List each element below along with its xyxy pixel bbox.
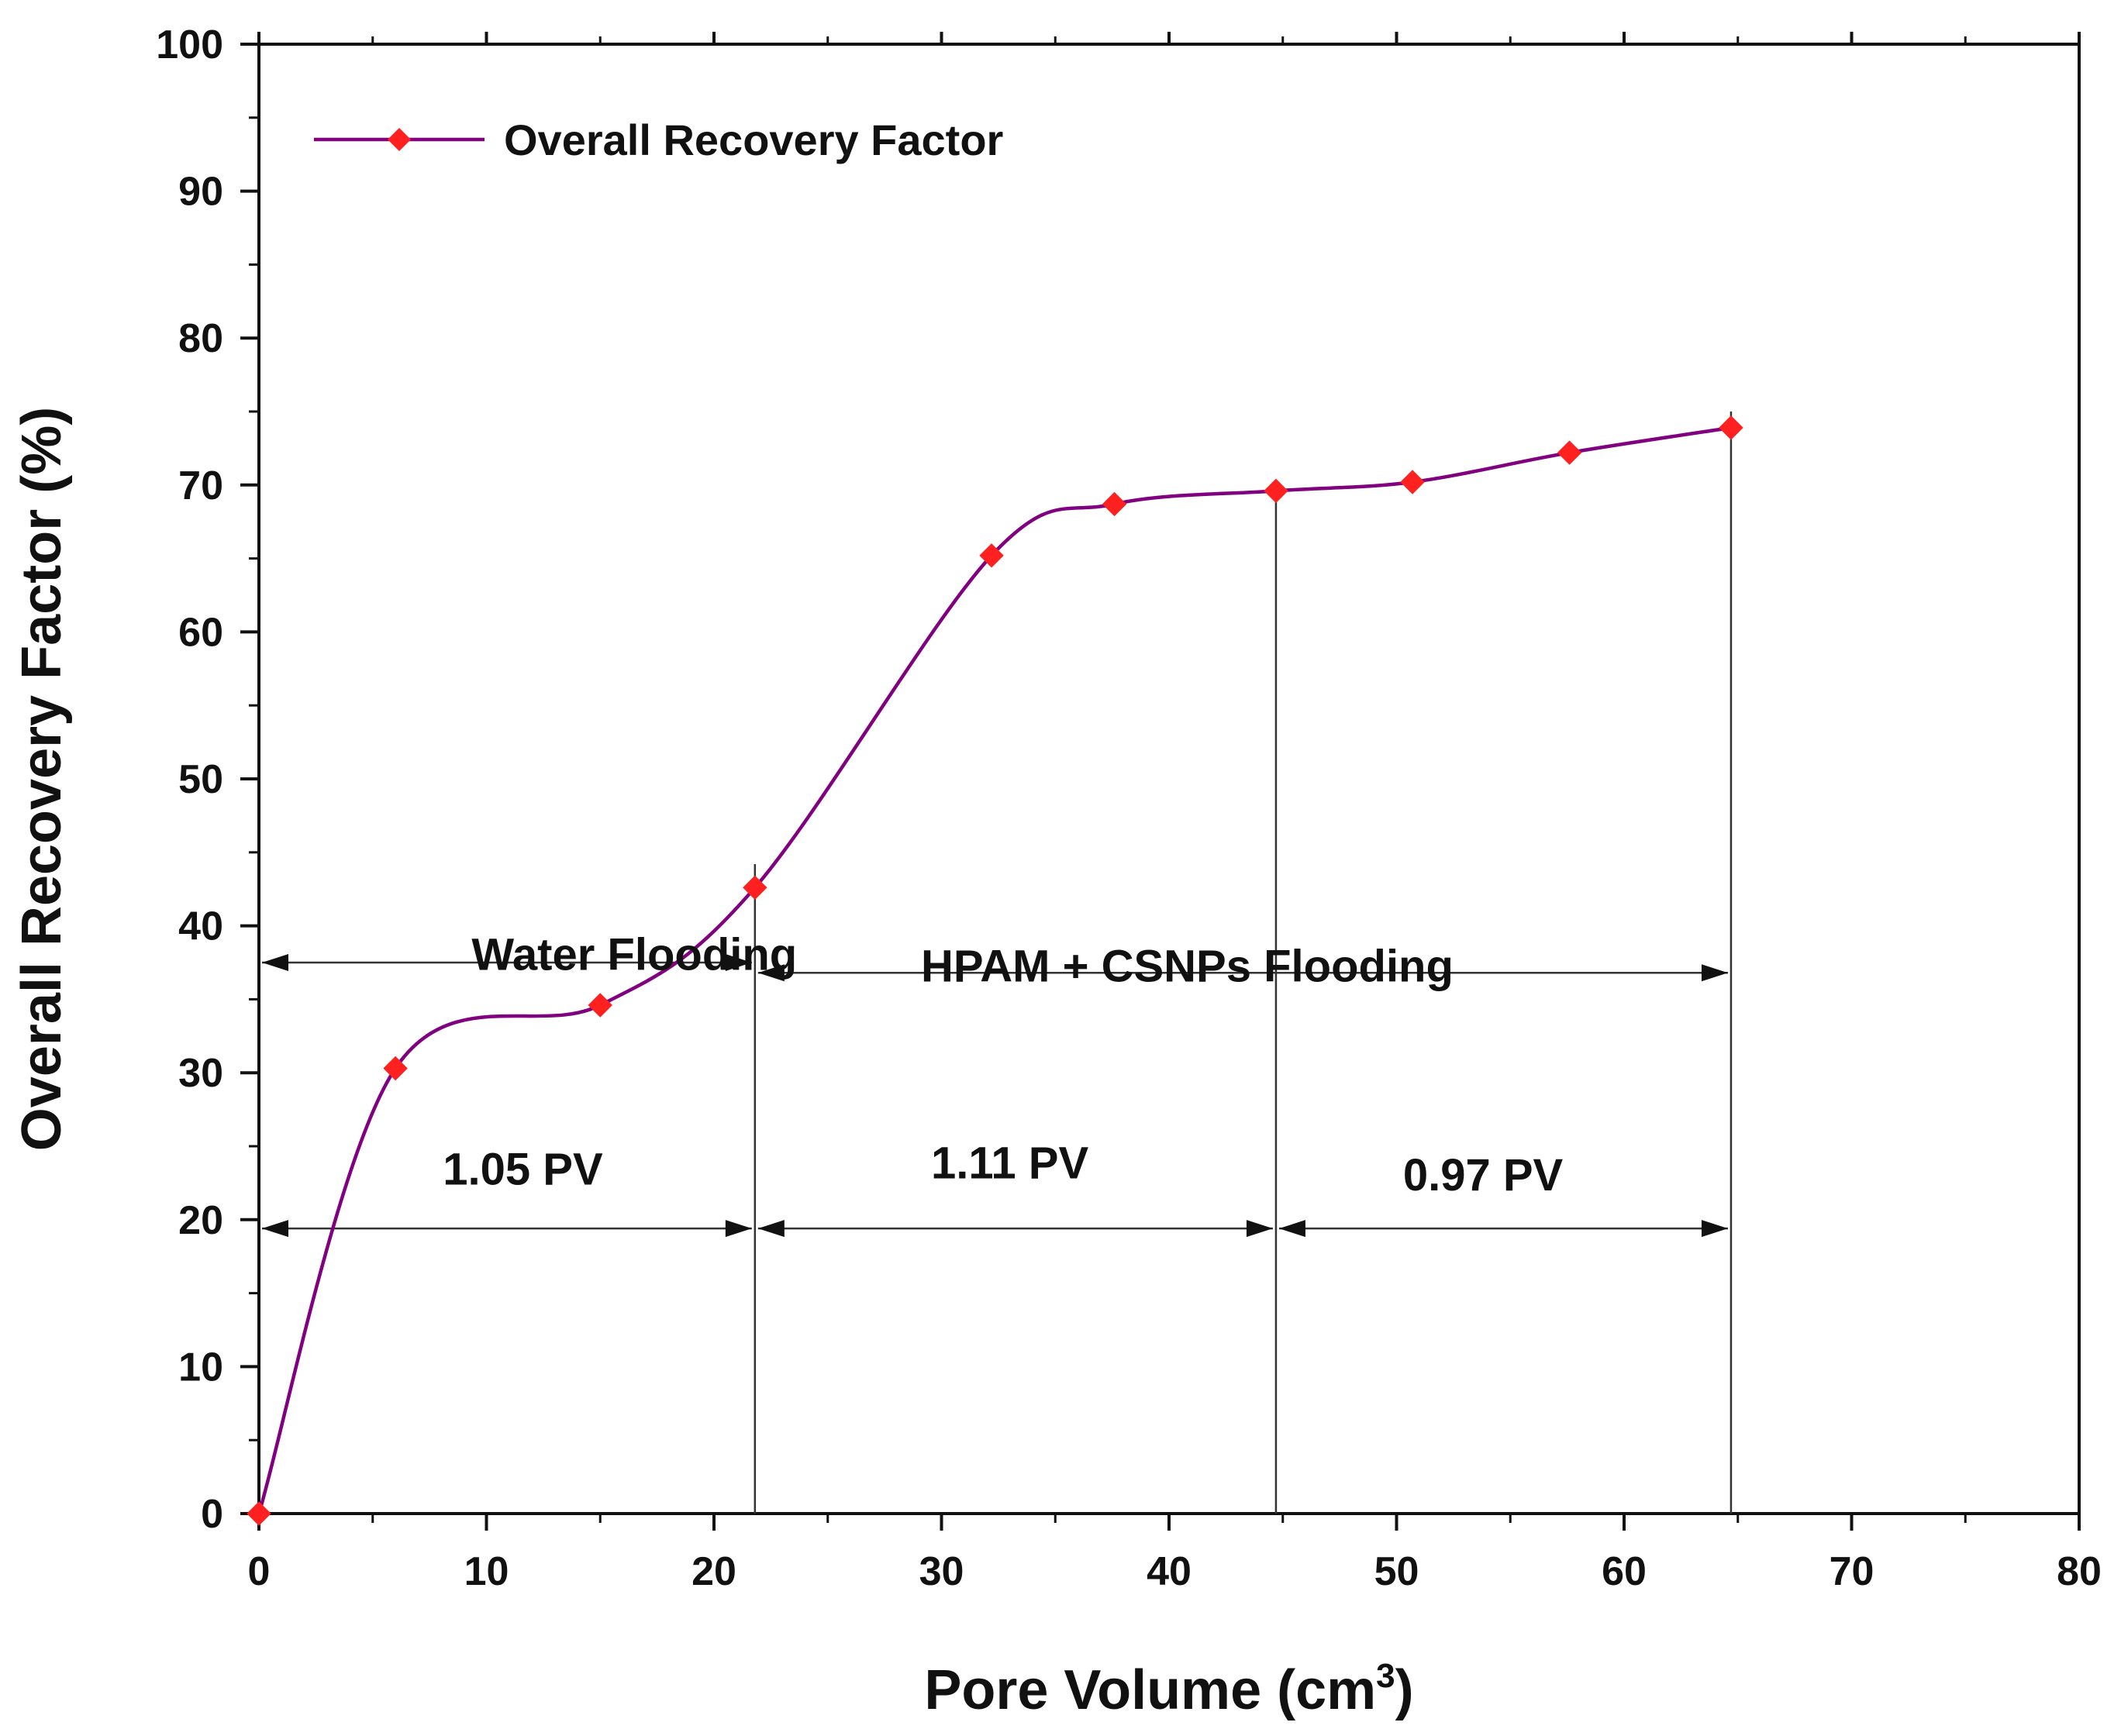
data-point xyxy=(1264,478,1288,504)
y-tick-label: 40 xyxy=(178,904,223,949)
y-axis-title: Overall Recovery Factor (%) xyxy=(11,407,73,1151)
x-tick-label: 10 xyxy=(464,1549,509,1594)
x-tick-label: 20 xyxy=(691,1549,736,1594)
x-tick-label: 50 xyxy=(1374,1549,1419,1594)
data-point xyxy=(588,993,612,1018)
annotation-label: HPAM + CSNPs Flooding xyxy=(921,942,1454,992)
x-tick-label: 40 xyxy=(1147,1549,1192,1594)
x-tick-label: 70 xyxy=(1830,1549,1874,1594)
arrow-head xyxy=(262,954,288,971)
data-point xyxy=(1400,470,1425,494)
legend: Overall Recovery Factor xyxy=(314,115,1003,164)
annotation-label: Water Flooding xyxy=(471,929,797,980)
y-tick-label: 50 xyxy=(178,757,223,802)
y-tick-label: 10 xyxy=(178,1345,223,1390)
data-point xyxy=(247,1501,271,1526)
annotations: Water Flooding HPAM + CSNPs Flooding 1.05 … xyxy=(443,929,1563,1200)
x-axis-title-main: Pore Volume (cm xyxy=(924,1659,1376,1721)
y-tick-label: 80 xyxy=(178,316,223,361)
arrow-head xyxy=(725,1220,752,1238)
arrow-head xyxy=(757,964,785,982)
x-tick-label: 0 xyxy=(248,1549,271,1594)
y-tick-label: 30 xyxy=(178,1051,223,1096)
data-point xyxy=(1719,415,1743,440)
arrow-head xyxy=(262,1220,288,1238)
legend-label: Overall Recovery Factor xyxy=(504,115,1003,164)
annotation-label: 0.97 PV xyxy=(1403,1150,1564,1200)
x-tick-label: 30 xyxy=(919,1549,964,1594)
annotation-label: 1.05 PV xyxy=(443,1144,603,1194)
data-point xyxy=(979,543,1004,568)
arrow-head xyxy=(1278,1220,1305,1238)
x-axis-title-superscript: 3 xyxy=(1376,1657,1395,1695)
y-tick-label: 0 xyxy=(201,1492,223,1537)
x-tick-label: 60 xyxy=(1602,1549,1647,1594)
series-line xyxy=(257,425,1732,1514)
x-axis-title-close: ) xyxy=(1395,1659,1414,1721)
data-point xyxy=(1557,440,1582,465)
x-axis-title: Pore Volume (cm3) xyxy=(924,1657,1413,1721)
y-tick-label: 70 xyxy=(178,463,223,508)
annotation-label: 1.11 PV xyxy=(931,1138,1088,1189)
data-point xyxy=(1102,491,1127,517)
legend-marker xyxy=(388,128,411,151)
x-tick-label: 80 xyxy=(2057,1549,2102,1594)
arrow-head xyxy=(1701,964,1728,982)
arrow-head xyxy=(1246,1220,1273,1238)
data-point xyxy=(383,1056,408,1081)
y-tick-label: 100 xyxy=(156,22,223,67)
interval-arrows xyxy=(262,954,1728,1238)
data-point xyxy=(743,875,767,901)
y-tick-label: 20 xyxy=(178,1198,223,1243)
arrow-head xyxy=(1701,1220,1728,1238)
y-tick-label: 90 xyxy=(178,170,223,215)
data-series xyxy=(247,415,1743,1526)
y-tick-label: 60 xyxy=(178,610,223,655)
phase-boundary-lines xyxy=(754,412,1733,1514)
arrow-head xyxy=(757,1220,785,1238)
axis-ticks: 0 10 20 30 40 50 60 70 80 0 10 20 30 40 50 60 70 80 90 100 xyxy=(156,22,2102,1594)
arrow-head xyxy=(725,954,752,971)
